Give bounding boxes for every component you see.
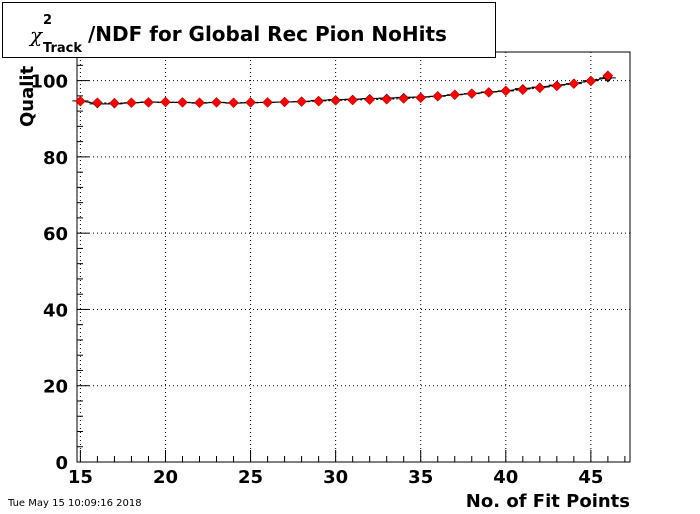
data-point [568,78,580,90]
data-point [483,87,495,98]
data-point [381,93,393,105]
data-point [296,96,307,107]
data-point [262,96,273,108]
timestamp: Tue May 15 10:09:16 2018 [8,498,142,509]
data-point [126,97,137,109]
data-point [585,75,597,87]
data-point [92,97,103,109]
y-tick-label: 40 [43,300,68,321]
y-tick-label: 100 [30,72,68,93]
data-point [177,96,188,108]
data-point [398,93,410,104]
data-point [143,96,154,108]
x-tick-label: 25 [238,467,263,488]
data-point [551,80,563,92]
data-point [211,96,222,108]
reference-series-line [80,77,608,105]
y-tick-label: 20 [43,377,68,398]
chart-title: /NDF for Global Rec Pion NoHits [88,22,447,46]
x-tick-label: 15 [68,467,93,488]
data-point [432,90,444,102]
axis-tick-labels: 15 20 25 30 35 40 45 0 20 40 60 80 100 [30,72,603,488]
title-subscript: Track [43,41,82,56]
data-series [72,70,616,109]
plot-frame [76,51,631,463]
axis-ticks [77,64,626,463]
x-axis-label: No. of Fit Points [465,491,630,512]
data-point [347,94,359,106]
data-point [415,92,427,104]
y-tick-label: 60 [43,224,68,245]
chart-title-box: χ 2 Track /NDF for Global Rec Pion NoHit… [2,2,496,58]
title-superscript: 2 [43,13,53,28]
data-point [75,95,86,107]
data-point [109,97,120,109]
x-tick-label: 35 [408,467,433,488]
data-point [330,95,341,106]
data-point [449,89,461,101]
x-tick-label: 45 [578,467,603,488]
chi-symbol: χ [30,23,43,47]
y-tick-label: 80 [43,148,68,169]
y-tick-label: 0 [55,453,68,474]
data-point [313,95,324,107]
x-tick-label: 40 [493,467,518,488]
x-tick-label: 20 [153,467,178,488]
data-point [160,96,171,108]
x-tick-label: 30 [323,467,348,488]
data-point [517,84,529,96]
data-point [228,97,239,109]
data-point [364,94,376,106]
data-point [194,97,205,109]
grid [77,52,630,463]
data-point [534,82,546,94]
data-point [500,85,512,97]
data-point [245,96,256,108]
data-point [466,88,478,99]
y-axis-label: Qualit [17,65,38,127]
data-point [279,96,290,108]
data-point [602,70,614,82]
